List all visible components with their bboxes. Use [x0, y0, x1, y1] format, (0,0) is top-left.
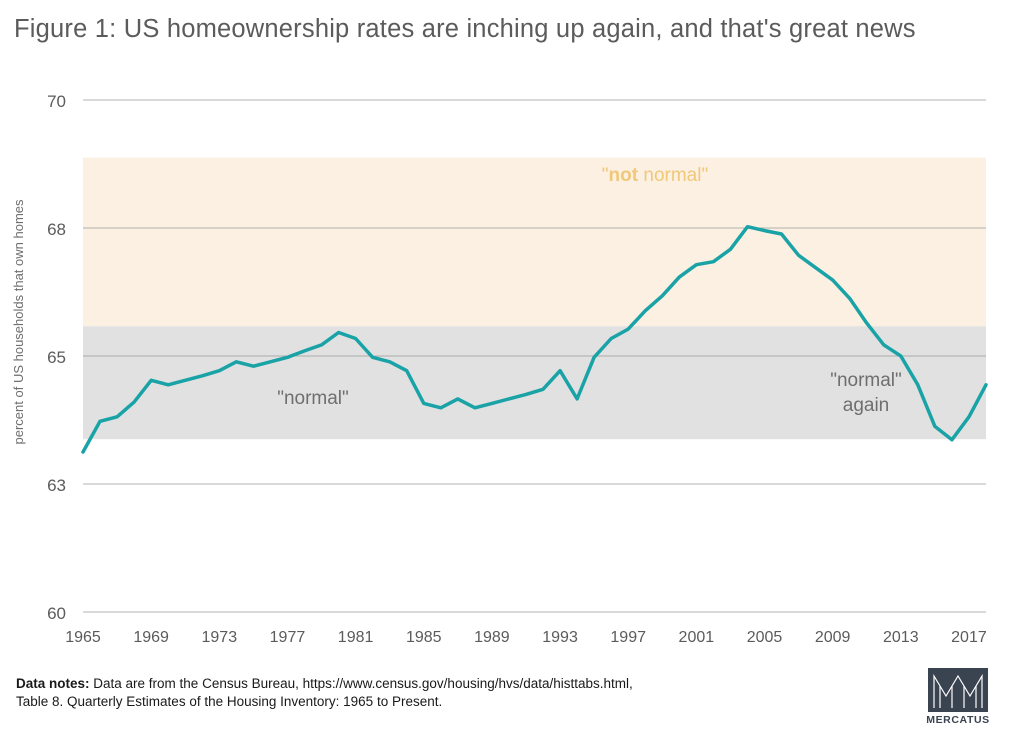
- x-tick-1993: 1993: [542, 629, 578, 646]
- chart-title: Figure 1: US homeownership rates are inc…: [14, 15, 916, 43]
- band-normal: [83, 326, 986, 440]
- annotation-not-normal-quote: ": [602, 165, 609, 186]
- y-tick-68: 68: [47, 220, 66, 239]
- data-notes-text2: Table 8. Quarterly Estimates of the Hous…: [16, 694, 443, 709]
- band-layer: [83, 157, 986, 440]
- data-notes-text1: Data are from the Census Bureau, https:/…: [89, 676, 633, 691]
- x-tick-1973: 1973: [202, 629, 238, 646]
- y-tick-65: 65: [47, 348, 66, 367]
- data-notes: Data notes: Data are from the Census Bur…: [16, 675, 816, 711]
- y-tick-labels: 60 63 65 68 70: [47, 92, 66, 623]
- gridlines: [83, 99, 986, 613]
- x-tick-2017: 2017: [951, 629, 987, 646]
- annotation-not-normal: "not normal": [602, 165, 708, 186]
- annotation-normal: "normal": [277, 388, 349, 409]
- x-tick-1997: 1997: [610, 629, 646, 646]
- series-line: [81, 224, 988, 454]
- x-tick-1985: 1985: [406, 629, 442, 646]
- x-tick-1977: 1977: [270, 629, 306, 646]
- logo-wordmark: MERCATUS: [926, 714, 990, 726]
- annotation-not-normal-rest: normal": [638, 165, 708, 186]
- data-notes-line1: Data notes: Data are from the Census Bur…: [16, 675, 816, 693]
- mercatus-logo: [928, 668, 988, 712]
- band-not-normal: [83, 157, 986, 327]
- x-tick-2009: 2009: [815, 629, 851, 646]
- x-tick-2001: 2001: [679, 629, 715, 646]
- x-tick-1981: 1981: [338, 629, 374, 646]
- x-tick-1965: 1965: [65, 629, 101, 646]
- x-tick-1989: 1989: [474, 629, 510, 646]
- x-tick-2005: 2005: [747, 629, 783, 646]
- y-tick-60: 60: [47, 604, 66, 623]
- y-tick-63: 63: [47, 476, 66, 495]
- annotation-normal-again-1: "normal": [830, 370, 902, 391]
- x-tick-labels: 1965 1969 1973 1977 1981 1985 1989 1993 1997 2001…: [65, 629, 987, 646]
- x-tick-1969: 1969: [133, 629, 169, 646]
- y-axis-label: percent of US households that own homes: [11, 199, 26, 444]
- y-tick-70: 70: [47, 92, 66, 111]
- annotation-normal-again-2: again: [843, 395, 890, 416]
- x-tick-2013: 2013: [883, 629, 919, 646]
- annotation-not-normal-bold: not: [609, 165, 639, 186]
- data-notes-label: Data notes:: [16, 676, 90, 691]
